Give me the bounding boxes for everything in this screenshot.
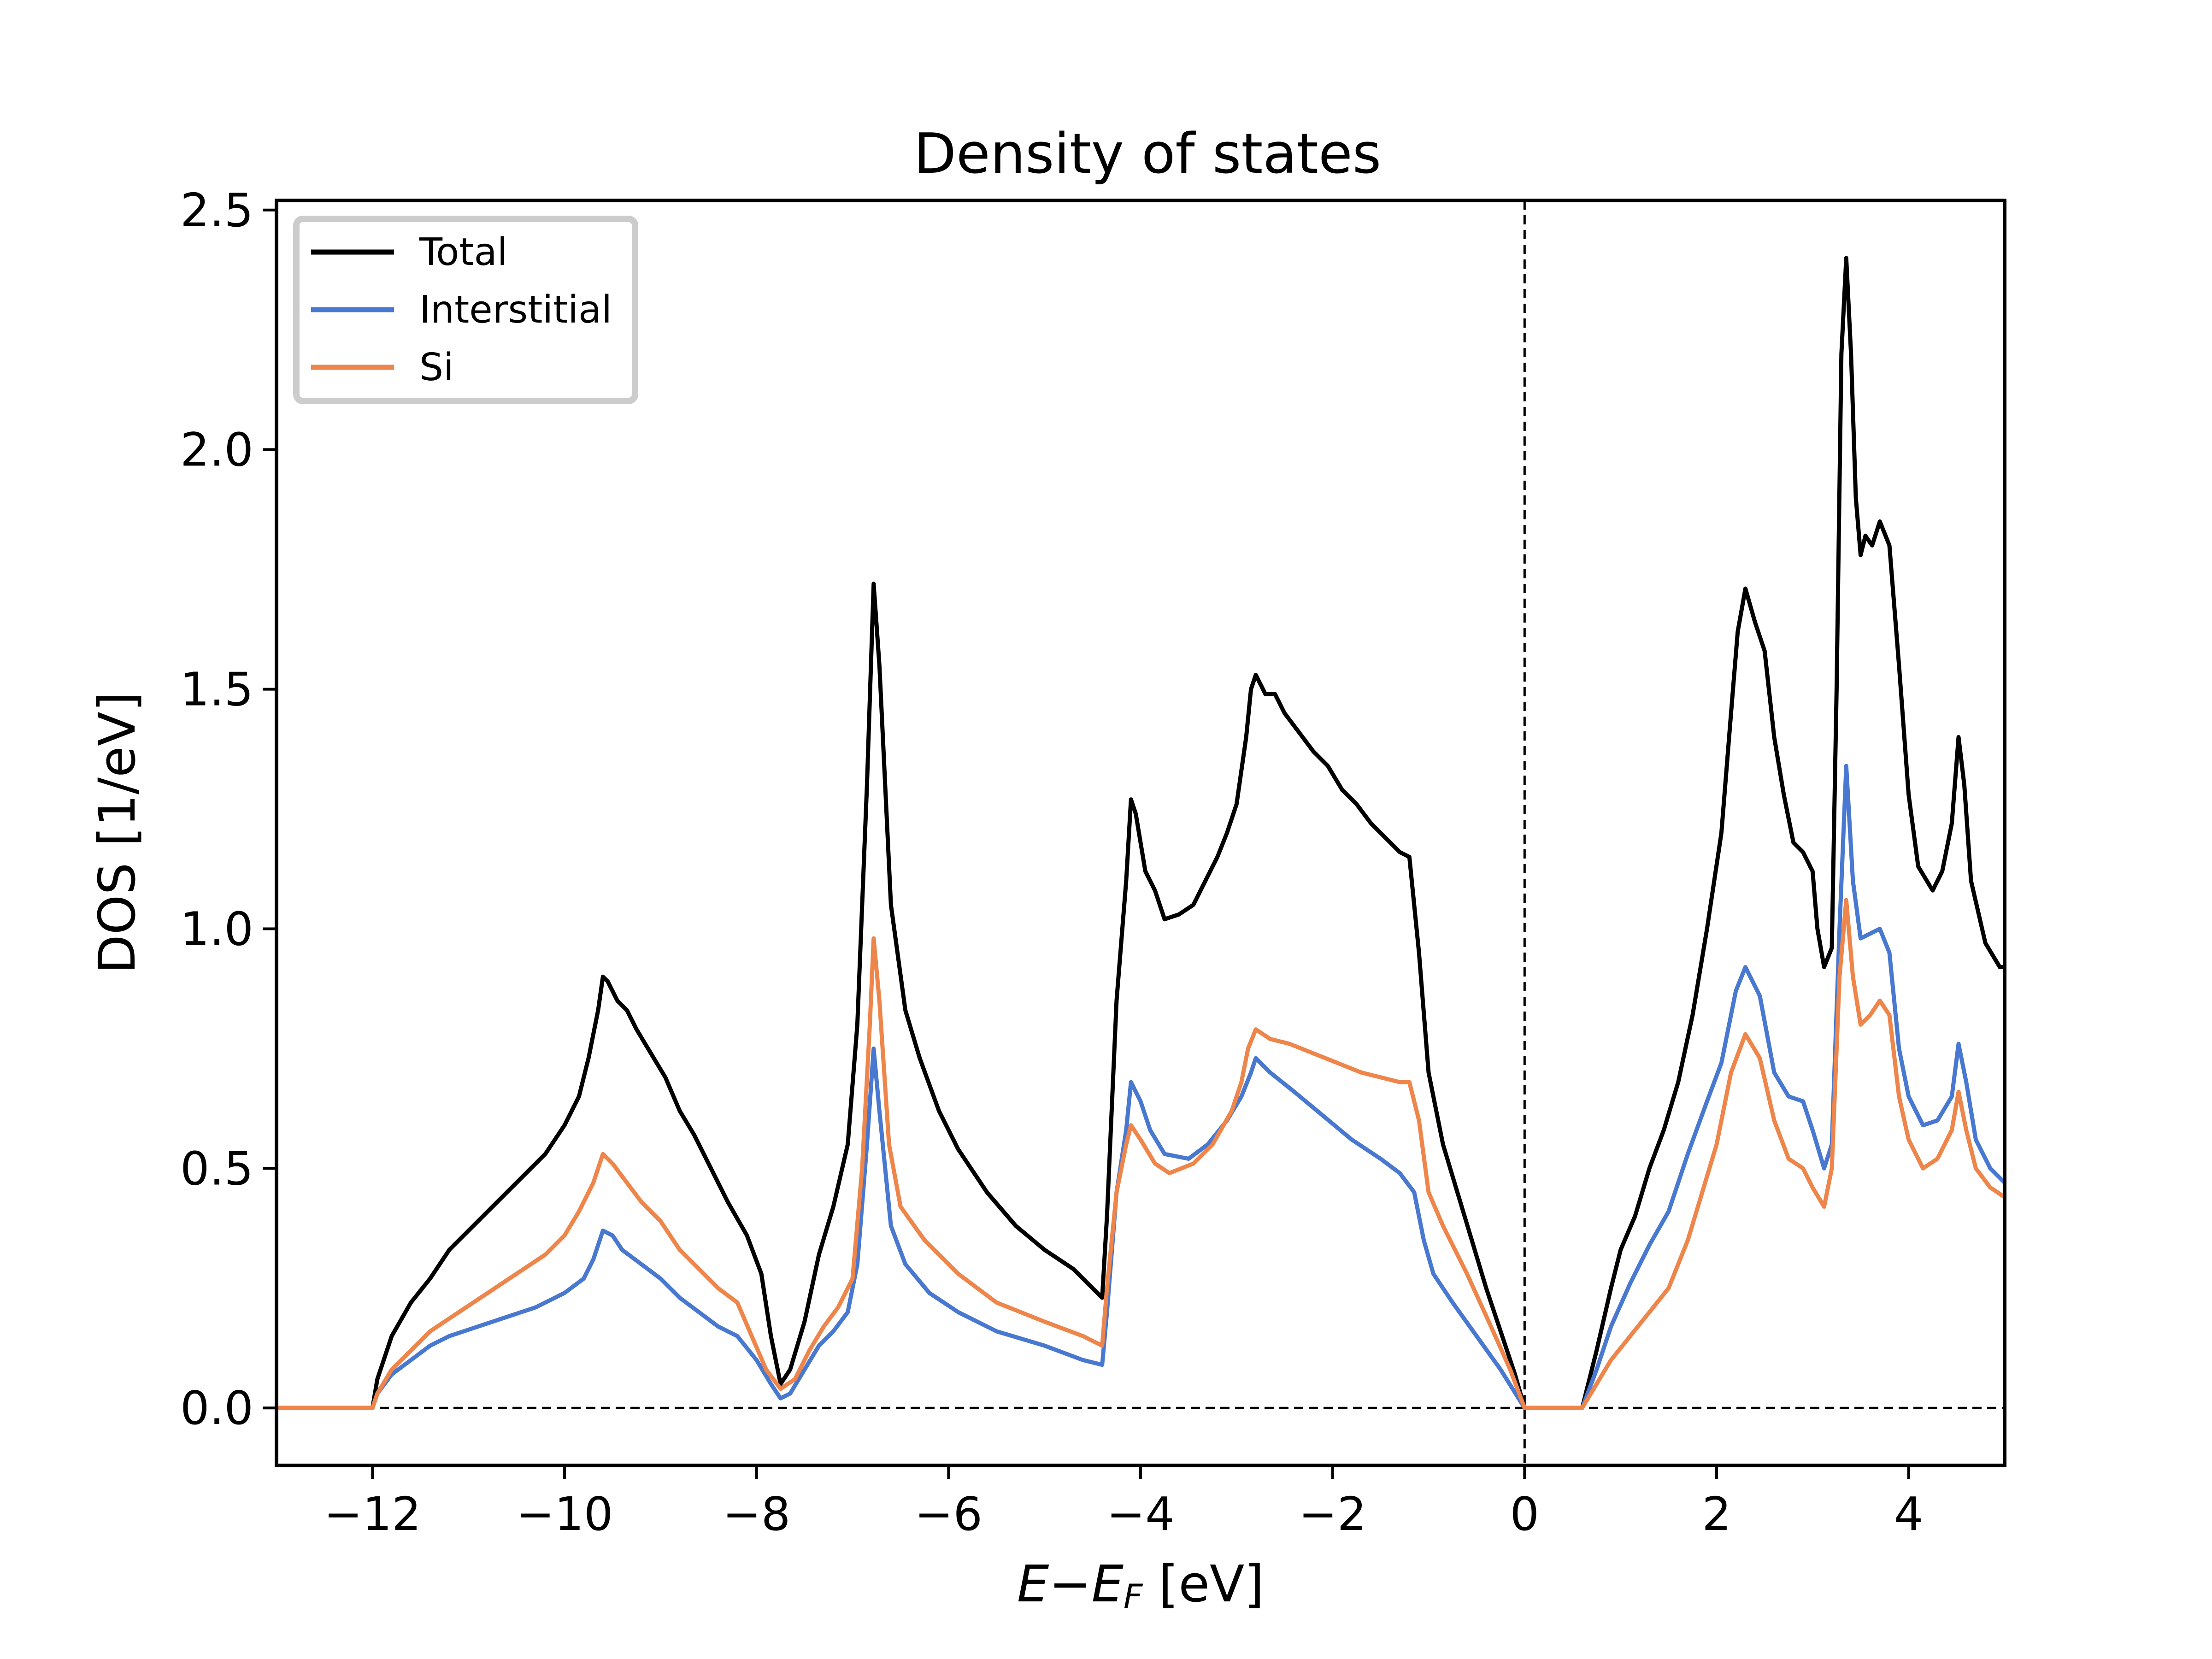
x-tick-label: −2 (1299, 1487, 1366, 1541)
x-tick-label: −8 (723, 1487, 790, 1541)
chart-title: Density of states (914, 122, 1382, 186)
x-tick-label: −10 (516, 1487, 613, 1541)
series-line-total (276, 256, 2005, 1410)
reference-lines (276, 200, 2005, 1465)
y-tick-label: 1.5 (180, 663, 253, 717)
series-lines (276, 256, 2005, 1410)
x-tick-label: 2 (1702, 1487, 1731, 1541)
x-axis: −12 −10 −8 −6 −4 −2 0 2 4 (324, 1465, 1924, 1541)
y-tick-label: 0.0 (180, 1381, 253, 1435)
y-tick-label: 1.0 (180, 902, 253, 956)
legend-label-si: Si (419, 346, 454, 389)
x-tick-label: −6 (915, 1487, 982, 1541)
y-tick-label: 2.0 (180, 423, 253, 477)
y-tick-label: 2.5 (180, 183, 253, 237)
legend-label-total: Total (419, 230, 508, 274)
x-tick-label: 4 (1894, 1487, 1924, 1541)
x-tick-label: 0 (1510, 1487, 1540, 1541)
series-line-si (276, 898, 2005, 1410)
legend-box (293, 216, 638, 404)
y-tick-label: 0.5 (180, 1141, 253, 1195)
legend-label-interstitial: Interstitial (419, 288, 612, 332)
y-axis-label: DOS [1/eV] (88, 692, 147, 974)
x-tick-label: −12 (324, 1487, 421, 1541)
x-tick-label: −4 (1106, 1487, 1174, 1541)
x-axis-label: E−EF [eV] (1017, 1554, 1264, 1616)
y-axis: 0.0 0.5 1.0 1.5 2.0 2.5 (180, 183, 276, 1435)
legend: Total Interstitial Si (293, 216, 638, 404)
